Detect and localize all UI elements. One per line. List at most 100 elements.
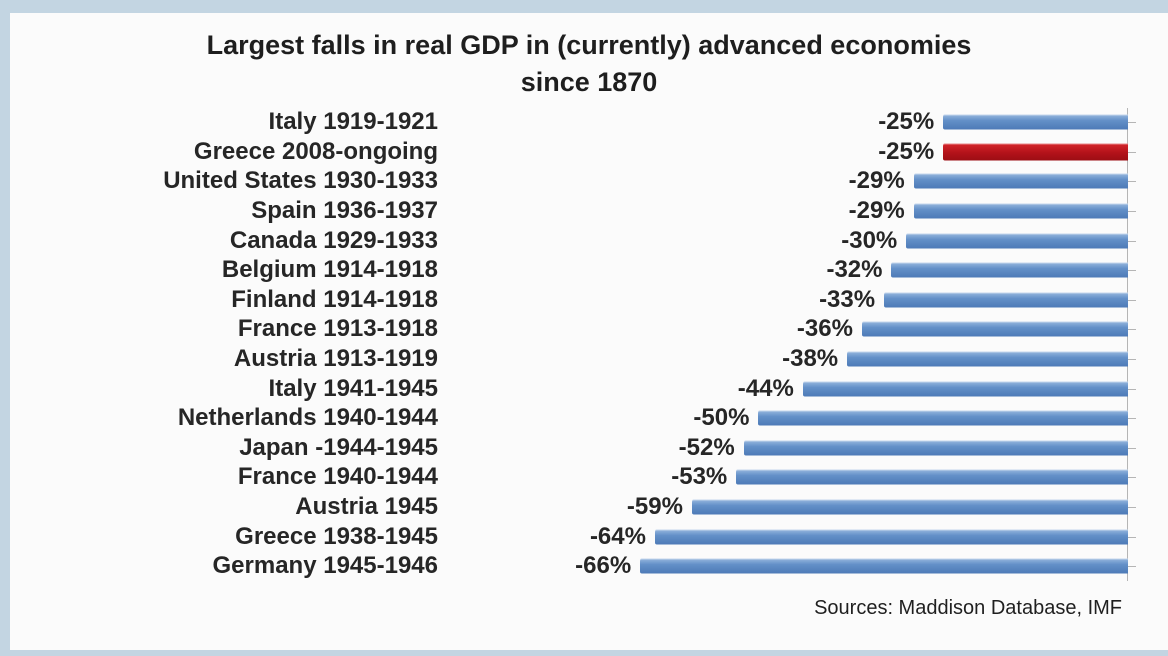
axis-tick xyxy=(1128,388,1136,390)
bar xyxy=(906,233,1128,249)
chart-row: Japan -1944-1945 -52% xyxy=(10,433,1168,463)
axis-tick xyxy=(1128,240,1136,242)
value-label: -53% xyxy=(671,463,728,491)
bar-area: -44% xyxy=(448,374,1136,404)
axis-tick xyxy=(1128,151,1136,153)
value-label: -50% xyxy=(693,404,750,432)
value-label: -64% xyxy=(589,522,646,550)
bar-area: -33% xyxy=(448,285,1136,315)
bar-area: -30% xyxy=(448,226,1136,256)
highlight-bar xyxy=(943,143,1128,161)
category-label: Germany 1945-1946 xyxy=(212,552,439,580)
value-label: -44% xyxy=(737,374,794,402)
chart-row: Greece 2008-ongoing -25% xyxy=(10,137,1168,167)
bar xyxy=(691,499,1128,515)
bar xyxy=(943,114,1128,130)
bar-chart: Italy 1919-1921 -25% Greece 2008-ongoing -2… xyxy=(10,107,1168,581)
axis-tick xyxy=(1128,536,1136,538)
category-label: Japan -1944-1945 xyxy=(239,433,438,461)
chart-row: United States 1930-1933 -29% xyxy=(10,167,1168,197)
bar-area: -50% xyxy=(448,403,1136,433)
axis-tick xyxy=(1128,122,1136,124)
bar-area: -25% xyxy=(448,108,1136,138)
bar-area: -36% xyxy=(448,315,1136,345)
value-label: -52% xyxy=(678,433,735,461)
axis-tick xyxy=(1128,507,1136,509)
value-label: -66% xyxy=(575,552,632,580)
bar-area: -66% xyxy=(448,551,1136,581)
chart-row: Austria 1913-1919 -38% xyxy=(10,344,1168,374)
chart-row: Belgium 1914-1918 -32% xyxy=(10,255,1168,285)
category-label: Finland 1914-1918 xyxy=(231,285,438,313)
chart-row: Greece 1938-1945 -64% xyxy=(10,522,1168,552)
bar xyxy=(758,410,1128,426)
axis-tick xyxy=(1128,566,1136,568)
category-label: Italy 1941-1945 xyxy=(268,374,438,402)
category-label: Belgium 1914-1918 xyxy=(221,256,438,284)
category-label: United States 1930-1933 xyxy=(163,167,438,195)
category-label: France 1913-1918 xyxy=(237,315,438,343)
axis-tick xyxy=(1128,299,1136,301)
chart-row: Italy 1941-1945 -44% xyxy=(10,374,1168,404)
bar xyxy=(847,351,1128,367)
chart-row: France 1940-1944 -53% xyxy=(10,463,1168,493)
category-label: Spain 1936-1937 xyxy=(251,197,438,225)
bar xyxy=(891,262,1128,278)
bar xyxy=(913,173,1128,189)
bar xyxy=(802,381,1128,397)
axis-tick xyxy=(1128,418,1136,420)
value-label: -38% xyxy=(782,345,839,373)
chart-row: France 1913-1918 -36% xyxy=(10,315,1168,345)
category-label: Austria 1913-1919 xyxy=(233,345,438,373)
chart-row: Spain 1936-1937 -29% xyxy=(10,196,1168,226)
axis-tick xyxy=(1128,359,1136,361)
bar-area: -59% xyxy=(448,492,1136,522)
chart-row: Germany 1945-1946 -66% xyxy=(10,551,1168,581)
value-label: -32% xyxy=(826,256,883,284)
value-label: -29% xyxy=(848,197,905,225)
bar-area: -38% xyxy=(448,344,1136,374)
bar xyxy=(884,292,1128,308)
category-label: Austria 1945 xyxy=(295,493,438,521)
bar-area: -52% xyxy=(448,433,1136,463)
bar-area: -25% xyxy=(448,137,1136,167)
chart-panel: Largest falls in real GDP in (currently)… xyxy=(10,13,1168,650)
bar xyxy=(654,529,1128,545)
category-label: Canada 1929-1933 xyxy=(229,226,438,254)
bar-area: -32% xyxy=(448,255,1136,285)
chart-row: Canada 1929-1933 -30% xyxy=(10,226,1168,256)
value-axis-line xyxy=(1127,107,1128,581)
value-label: -29% xyxy=(848,167,905,195)
value-label: -30% xyxy=(841,226,898,254)
bar xyxy=(913,203,1128,219)
bar xyxy=(861,321,1128,337)
category-label: Netherlands 1940-1944 xyxy=(177,404,438,432)
axis-tick xyxy=(1128,477,1136,479)
chart-row: Austria 1945 -59% xyxy=(10,492,1168,522)
bar-area: -29% xyxy=(448,167,1136,197)
category-label: France 1940-1944 xyxy=(237,463,438,491)
chart-title: Largest falls in real GDP in (currently)… xyxy=(206,30,972,98)
value-label: -25% xyxy=(878,137,935,165)
bar-area: -64% xyxy=(448,522,1136,552)
bar xyxy=(640,558,1128,574)
value-label: -33% xyxy=(819,285,876,313)
value-label: -59% xyxy=(626,493,683,521)
value-label: -25% xyxy=(878,108,935,136)
bar xyxy=(736,469,1128,485)
bar xyxy=(743,440,1128,456)
category-label: Greece 2008-ongoing xyxy=(193,137,438,165)
bar-area: -29% xyxy=(448,196,1136,226)
category-label: Greece 1938-1945 xyxy=(235,522,438,550)
axis-tick xyxy=(1128,181,1136,183)
chart-row: Italy 1919-1921 -25% xyxy=(10,108,1168,138)
axis-tick xyxy=(1128,329,1136,331)
axis-tick xyxy=(1128,447,1136,449)
bar-area: -53% xyxy=(448,463,1136,493)
chart-row: Netherlands 1940-1944 -50% xyxy=(10,403,1168,433)
axis-tick xyxy=(1128,211,1136,213)
value-label: -36% xyxy=(796,315,853,343)
axis-tick xyxy=(1128,270,1136,272)
source-note: Sources: Maddison Database, IMF xyxy=(814,597,1122,619)
category-label: Italy 1919-1921 xyxy=(268,108,438,136)
